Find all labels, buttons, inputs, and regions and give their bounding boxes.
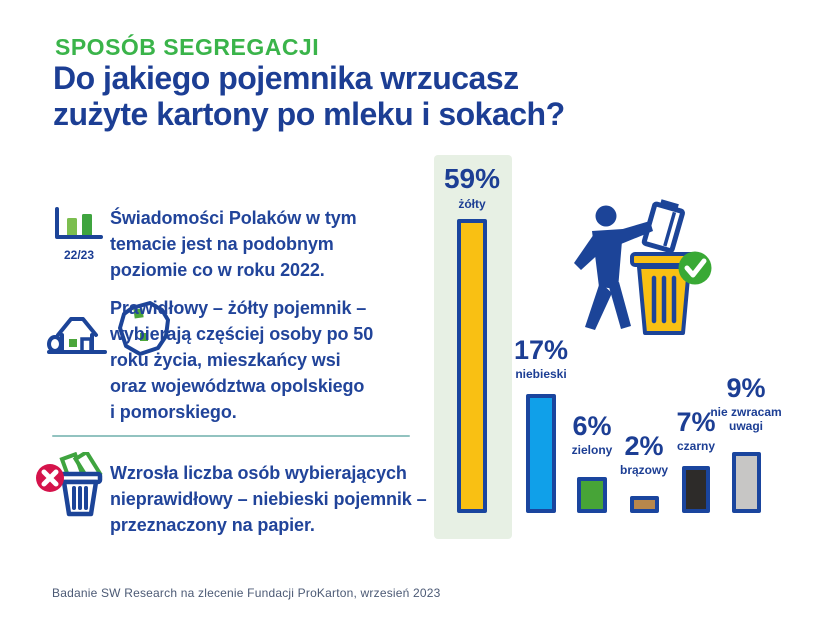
- yellow-bin-icon: [630, 252, 698, 335]
- tidyman-illustration: [566, 197, 718, 347]
- poland-map-icon: [118, 301, 171, 356]
- bar-group-zielony: 6% zielony: [522, 410, 662, 513]
- bar-brazowy: [629, 496, 659, 513]
- source-note: Badanie SW Research na zlecenie Fundacji…: [52, 586, 441, 600]
- bar-chart-year-icon: [55, 207, 103, 239]
- bar-category-zielony: zielony: [571, 443, 613, 458]
- bar-nie-zwracam-uwagi: [731, 452, 761, 513]
- correct-answer-highlight-panel: [434, 155, 512, 539]
- insight-yellow-icon-block: [46, 292, 172, 363]
- bar-value-brazowy: 2%: [624, 431, 664, 461]
- section-divider: [52, 435, 410, 437]
- insight-blue-icon-block: [36, 449, 108, 527]
- insight-awareness-text: Świadomości Polaków w tym temacie jest n…: [110, 208, 357, 280]
- bar-value-czarny: 7%: [676, 407, 716, 437]
- person-figure: [574, 205, 653, 330]
- bar-czarny: [682, 466, 710, 513]
- icon-caption-years: 22/23: [63, 248, 95, 262]
- bar-zielony: [577, 477, 607, 513]
- bar-category-czarny: czarny: [676, 439, 716, 454]
- bar-value-nie-zwracam-uwagi: 9%: [726, 373, 766, 403]
- page-title: Do jakiego pojemnika wrzucasz zużyte kar…: [53, 60, 565, 132]
- section-kicker: SPOSÓB SEGREGACJI: [55, 34, 320, 60]
- insight-yellow-text: Prawidłowy – żółty pojemnik – wybierają …: [110, 298, 374, 422]
- bar-group-nie-zwracam-uwagi: 9% nie zwracam uwagi: [676, 372, 816, 513]
- bar-value-niebieski: 17%: [513, 335, 569, 365]
- insight-blue-text: Wzrosła liczba osób wybierających niepra…: [110, 463, 427, 535]
- checkmark-icon: [678, 251, 712, 285]
- x-icon: [41, 469, 59, 487]
- bar-niebieski: [526, 394, 556, 513]
- bar-group-brazowy: 2% brązowy: [574, 430, 714, 513]
- bar-group-czarny: 7% czarny: [626, 406, 766, 513]
- crossed-wastebasket-icon: [36, 449, 103, 517]
- bar-category-brazowy: brązowy: [619, 463, 668, 478]
- bar-category-nie-zwracam-uwagi: nie zwracam uwagi: [710, 405, 782, 434]
- bar-value-zielony: 6%: [572, 411, 612, 441]
- insight-awareness-icon-block: 22/23: [52, 206, 106, 262]
- house-icon: [47, 317, 107, 354]
